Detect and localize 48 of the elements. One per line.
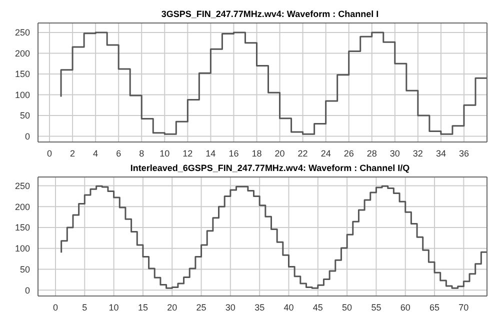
x-tick-label: 0 <box>47 148 52 158</box>
chart-title: 3GSPS_FIN_247.77MHz.wv4: Waveform : Channel I <box>160 8 380 20</box>
x-tick-label: 22 <box>298 148 308 158</box>
x-tick-label: 35 <box>254 302 265 312</box>
chart-title: Interleaved_6GSPS_FIN_247.77MHz.wv4: Waveform : Channel I/Q <box>129 162 411 174</box>
x-tick-label: 60 <box>400 302 410 312</box>
x-tick-label: 4 <box>93 148 98 158</box>
y-tick-label: 150 <box>14 69 30 80</box>
x-tick-label: 25 <box>196 302 206 312</box>
x-tick-label: 5 <box>82 302 88 312</box>
x-tick-label: 6 <box>116 148 122 158</box>
x-tick-label: 36 <box>458 148 469 158</box>
x-tick-label: 70 <box>458 302 469 312</box>
y-tick-label: 0 <box>24 285 30 296</box>
x-tick-label: 18 <box>252 148 262 158</box>
y-tick-label: 200 <box>14 202 30 212</box>
x-tick-label: 55 <box>371 302 382 312</box>
y-tick-label: 100 <box>14 244 30 254</box>
y-tick-label: 100 <box>14 90 30 100</box>
y-tick-label: 50 <box>20 110 30 121</box>
x-tick-label: 28 <box>366 148 377 158</box>
x-tick-label: 20 <box>274 148 285 158</box>
x-tick-label: 20 <box>167 302 178 312</box>
x-tick-label: 32 <box>412 148 423 158</box>
x-tick-label: 15 <box>138 302 148 312</box>
x-tick-label: 16 <box>228 148 239 158</box>
x-tick-label: 8 <box>139 148 144 158</box>
x-tick-label: 10 <box>160 148 170 158</box>
x-tick-label: 50 <box>342 302 352 312</box>
x-tick-label: 24 <box>320 148 331 158</box>
x-tick-label: 0 <box>52 302 58 312</box>
x-tick-label: 30 <box>225 302 236 312</box>
y-tick-label: 0 <box>24 131 30 142</box>
y-tick-label: 250 <box>14 28 30 38</box>
y-tick-label: 200 <box>14 48 30 58</box>
y-tick-label: 150 <box>14 222 30 233</box>
x-tick-label: 2 <box>70 148 76 158</box>
x-tick-label: 10 <box>108 302 119 312</box>
x-tick-label: 14 <box>206 148 216 158</box>
x-tick-label: 65 <box>430 302 440 312</box>
x-tick-label: 45 <box>312 302 323 312</box>
y-tick-label: 50 <box>20 264 30 274</box>
x-tick-label: 30 <box>390 148 400 158</box>
y-tick-label: 250 <box>14 180 30 191</box>
x-tick-label: 12 <box>182 148 193 158</box>
x-tick-label: 40 <box>284 302 294 312</box>
x-tick-label: 26 <box>344 148 354 158</box>
x-tick-label: 34 <box>436 148 446 158</box>
